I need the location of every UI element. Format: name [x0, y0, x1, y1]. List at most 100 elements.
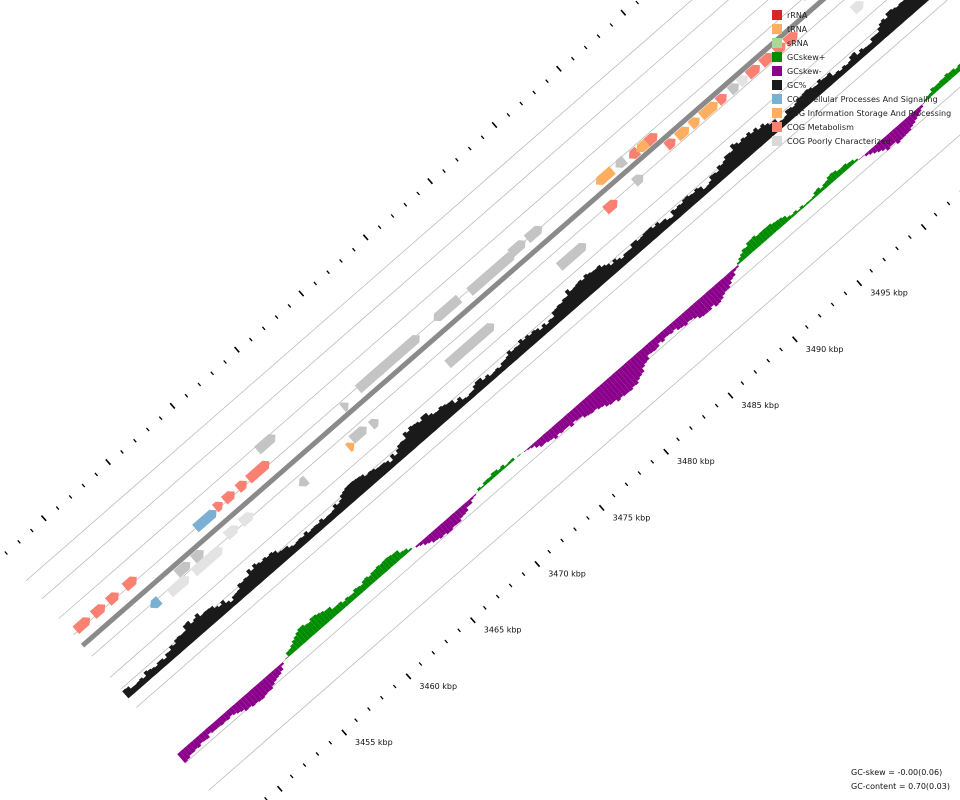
- legend-label: GCskew-: [787, 66, 822, 76]
- gc-skew-negative-bar: [466, 499, 473, 506]
- gc-skew-positive-bar: [364, 576, 374, 586]
- gc-skew-negative-bar: [210, 722, 218, 731]
- gc-skew-positive-bar: [938, 79, 946, 87]
- gc-skew-negative-bar: [656, 333, 666, 343]
- outer-ruler-tick: [405, 673, 412, 680]
- inner-ruler-tick: [491, 121, 498, 129]
- gc-skew-positive-bar: [488, 475, 494, 481]
- gc-skew-negative-bar: [526, 446, 531, 451]
- inner-ruler-tick: [55, 506, 60, 511]
- gene-arrow: [348, 426, 367, 444]
- gc-skew-positive-bar: [408, 547, 413, 552]
- outer-ruler-tick: [727, 392, 734, 399]
- inner-ruler-tick: [313, 281, 317, 286]
- inner-ruler-tick: [120, 449, 124, 454]
- gc-skew-positive-bar: [774, 219, 784, 229]
- guide-line: [208, 134, 960, 791]
- gene-arrow: [673, 126, 690, 142]
- legend-item: GCskew+: [772, 50, 951, 64]
- guide-line: [136, 0, 948, 708]
- outer-ruler-tick: [702, 414, 706, 419]
- gene-arrow: [631, 174, 644, 187]
- gene-arrow: [150, 596, 163, 609]
- gc-skew-negative-bar: [882, 136, 893, 148]
- gc-skew-positive-bar: [344, 596, 352, 605]
- gc-skew-negative-bar: [677, 315, 689, 327]
- gc-skew-negative-bar: [921, 102, 926, 105]
- guide-line: [25, 0, 693, 582]
- outer-ruler-tick: [457, 628, 461, 633]
- gene-arrow: [354, 335, 420, 394]
- gc-skew-negative-bar: [264, 675, 275, 687]
- inner-ruler-tick: [326, 270, 330, 275]
- gc-skew-positive-bar: [351, 592, 358, 599]
- inner-ruler-tick: [427, 177, 434, 185]
- gc-skew-positive-bar: [403, 548, 410, 555]
- gc-skew-negative-bar: [713, 283, 726, 296]
- gc-skew-negative-bar: [258, 680, 271, 694]
- gc-skew-negative-bar: [529, 443, 535, 449]
- outer-ruler-tick: [444, 639, 448, 644]
- inner-ruler-tick: [261, 326, 266, 331]
- gc-skew-positive-bar: [923, 98, 928, 102]
- gc-skew-negative-bar: [261, 677, 274, 691]
- gc-skew-positive-bar: [846, 161, 853, 168]
- legend-swatch: [772, 66, 782, 76]
- inner-ruler-tick: [158, 416, 163, 421]
- guide-line: [109, 0, 888, 678]
- inner-ruler-tick: [519, 101, 524, 106]
- outer-ruler-tick: [663, 448, 669, 455]
- outer-ruler-tick: [521, 572, 526, 577]
- gene-arrow: [367, 418, 379, 430]
- gc-skew-positive-bar: [758, 231, 768, 242]
- gc-skew-negative-bar: [252, 685, 266, 700]
- gc-skew-negative-bar: [213, 720, 221, 728]
- gene-arrow: [254, 434, 276, 455]
- gene-arrow: [220, 491, 235, 505]
- gc-skew-positive-bar: [319, 610, 331, 623]
- gc-skew-negative-bar: [626, 359, 643, 378]
- gc-skew-positive-bar: [741, 248, 750, 258]
- gene-arrow: [237, 512, 254, 527]
- gc-skew-negative-bar: [427, 533, 437, 543]
- gc-skew-positive-bar: [297, 627, 310, 642]
- gc-skew-negative-bar: [523, 449, 528, 453]
- outer-ruler-tick: [624, 482, 629, 487]
- gc-skew-positive-bar: [928, 91, 934, 97]
- gc-skew-positive-bar: [811, 195, 817, 200]
- outer-ruler-tick: [843, 291, 848, 296]
- gc-skew-negative-bar: [421, 538, 429, 546]
- gc-skew-negative-bar: [912, 109, 920, 118]
- gc-skew-negative-bar: [885, 133, 896, 145]
- gc-skew-positive-bar: [412, 546, 416, 549]
- legend-swatch: [772, 94, 782, 104]
- gc-skew-negative-bar: [216, 717, 225, 726]
- gc-skew-negative-bar: [246, 691, 259, 704]
- gene-arrow: [234, 480, 247, 493]
- gc-skew-negative-bar: [728, 270, 736, 278]
- gc-skew-positive-bar: [316, 612, 328, 626]
- gc-skew-negative-bar: [551, 425, 561, 436]
- gc-skew-negative-bar: [538, 436, 547, 445]
- gc-skew-negative-bar: [602, 380, 622, 402]
- gc-skew-negative-bar: [273, 667, 282, 676]
- gc-content-stat: GC-content = 0.70(0.03): [851, 782, 950, 791]
- gc-skew-positive-bar: [338, 601, 346, 610]
- gc-skew-track: [177, 63, 960, 763]
- legend-item: GC%: [772, 78, 951, 92]
- gc-skew-positive-bar: [767, 223, 777, 234]
- gc-skew-positive-bar: [359, 583, 368, 592]
- gc-skew-negative-bar: [554, 422, 565, 434]
- gc-skew-positive-bar: [391, 552, 401, 563]
- outer-ruler-tick: [920, 223, 927, 231]
- gc-skew-negative-bar: [457, 507, 467, 516]
- legend-label: COG Poorly Characterized: [787, 136, 891, 146]
- gc-skew-positive-bar: [288, 647, 295, 655]
- outer-ruler-tick: [817, 313, 822, 318]
- gc-skew-positive-bar: [517, 453, 521, 457]
- gene-arrow: [192, 509, 217, 533]
- gc-skew-positive-bar: [809, 198, 814, 202]
- gc-skew-negative-bar: [279, 662, 285, 667]
- gc-skew-negative-bar: [692, 301, 707, 317]
